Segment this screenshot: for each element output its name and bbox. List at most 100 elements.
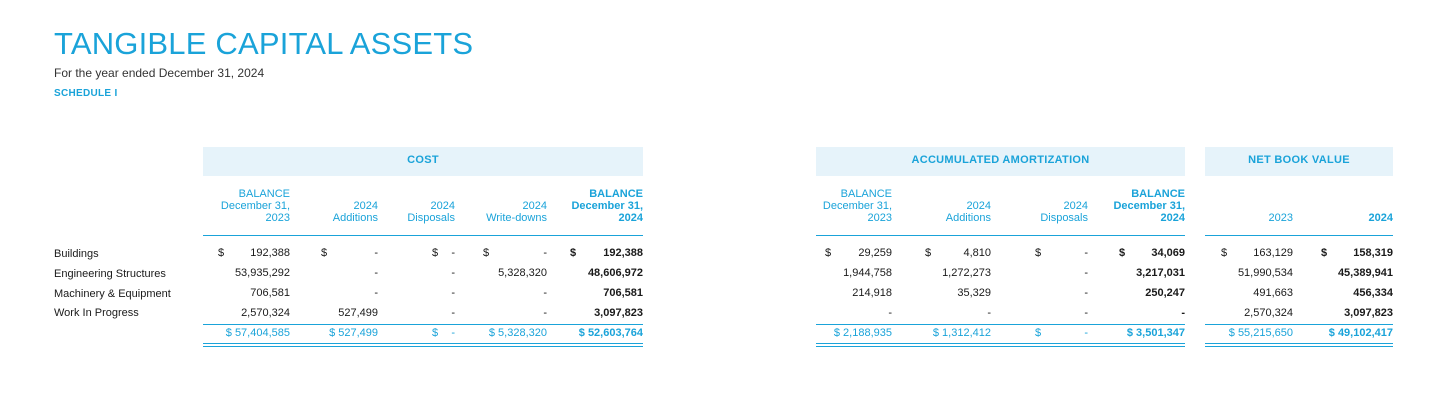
row-label-buildings: Buildings xyxy=(54,248,99,260)
nbv-header-rule xyxy=(1205,235,1393,236)
dollar-sign: $ xyxy=(1221,247,1228,259)
col-header-amort-additions: 2024 Additions xyxy=(945,200,991,224)
table-cell: 51,990,534 xyxy=(1237,267,1293,279)
table-cell: 192,388 xyxy=(603,247,643,259)
totals-double-rule xyxy=(1205,343,1393,344)
table-cell: - xyxy=(888,307,892,319)
dollar-sign: $ xyxy=(483,247,490,259)
cost-header-rule xyxy=(203,235,643,236)
table-cell: 1,272,273 xyxy=(942,267,991,279)
table-cell: 48,606,972 xyxy=(587,267,643,279)
table-cell: - xyxy=(451,287,455,299)
table-cell: 491,663 xyxy=(1253,287,1293,299)
col-header-amort-balance-2024: BALANCE December 31, 2024 xyxy=(1113,188,1185,224)
col-header-cost-balance-2024: BALANCE December 31, 2024 xyxy=(571,188,643,224)
table-cell: - xyxy=(543,287,547,299)
dollar-sign: $ xyxy=(1119,247,1126,259)
table-cell: - xyxy=(1181,307,1185,319)
row-label-work-in-progress: Work In Progress xyxy=(54,307,139,319)
table-cell: - xyxy=(987,307,991,319)
col-header-nbv-2023: 2023 xyxy=(1268,212,1293,224)
table-cell: 214,918 xyxy=(852,287,892,299)
net-book-value-group-header: NET BOOK VALUE xyxy=(1205,147,1393,176)
table-cell: - xyxy=(451,267,455,279)
totals-double-rule xyxy=(816,343,1185,344)
totals-top-rule xyxy=(816,324,1185,325)
col-header-nbv-2024: 2024 xyxy=(1368,212,1393,224)
table-cell: - xyxy=(374,267,378,279)
table-cell: 706,581 xyxy=(603,287,643,299)
table-cell: 3,097,823 xyxy=(594,307,643,319)
dollar-sign: $ xyxy=(218,247,225,259)
table-cell: 163,129 xyxy=(1253,247,1293,259)
table-cell: 527,499 xyxy=(338,307,378,319)
total-cell: $ 57,404,585 xyxy=(225,327,290,339)
table-cell: 2,570,324 xyxy=(1244,307,1293,319)
table-cell: 45,389,941 xyxy=(1337,267,1393,279)
total-cell: - xyxy=(451,327,455,339)
dollar-sign: $ xyxy=(570,247,577,259)
totals-double-rule xyxy=(816,346,1185,347)
schedule-label: SCHEDULE I xyxy=(54,88,118,99)
table-cell: 158,319 xyxy=(1353,247,1393,259)
net-book-value-group-label: NET BOOK VALUE xyxy=(1248,154,1350,166)
total-cell: $ 55,215,650 xyxy=(1228,327,1293,339)
totals-double-rule xyxy=(203,346,643,347)
table-cell: - xyxy=(374,287,378,299)
row-label-machinery-equipment: Machinery & Equipment xyxy=(54,288,171,300)
table-cell: 3,097,823 xyxy=(1344,307,1393,319)
total-cell: $ 52,603,764 xyxy=(578,327,643,339)
amort-header-rule xyxy=(816,235,1185,236)
col-header-amort-balance-2023: BALANCE December 31, 2023 xyxy=(822,188,892,224)
totals-top-rule xyxy=(1205,324,1393,325)
table-cell: 2,570,324 xyxy=(241,307,290,319)
table-cell: 706,581 xyxy=(250,287,290,299)
amortization-group-label: ACCUMULATED AMORTIZATION xyxy=(911,154,1090,166)
dollar-sign: $ xyxy=(432,247,439,259)
amortization-group-header: ACCUMULATED AMORTIZATION xyxy=(816,147,1185,176)
page-title: TANGIBLE CAPITAL ASSETS xyxy=(54,26,474,61)
total-cell: - xyxy=(1084,327,1088,339)
table-cell: - xyxy=(543,307,547,319)
dollar-sign: $ xyxy=(432,327,439,339)
table-cell: - xyxy=(543,247,547,259)
table-cell: 35,329 xyxy=(957,287,991,299)
table-cell: 4,810 xyxy=(963,247,991,259)
col-header-cost-balance-2023: BALANCE December 31, 2023 xyxy=(220,188,290,224)
total-cell: $ 1,312,412 xyxy=(932,327,991,339)
dollar-sign: $ xyxy=(321,247,328,259)
table-cell: - xyxy=(451,247,455,259)
table-cell: - xyxy=(1084,307,1088,319)
total-cell: $ 527,499 xyxy=(329,327,378,339)
table-cell: 3,217,031 xyxy=(1136,267,1185,279)
col-header-cost-write-downs: 2024 Write-downs xyxy=(486,200,547,224)
dollar-sign: $ xyxy=(1035,327,1042,339)
col-header-cost-additions: 2024 Additions xyxy=(332,200,378,224)
dollar-sign: $ xyxy=(825,247,832,259)
table-cell: - xyxy=(1084,287,1088,299)
table-cell: 456,334 xyxy=(1353,287,1393,299)
table-cell: 34,069 xyxy=(1151,247,1185,259)
dollar-sign: $ xyxy=(925,247,932,259)
table-cell: 1,944,758 xyxy=(843,267,892,279)
dollar-sign: $ xyxy=(1035,247,1042,259)
table-cell: - xyxy=(451,307,455,319)
dollar-sign: $ xyxy=(1321,247,1328,259)
col-header-cost-disposals: 2024 Disposals xyxy=(407,200,455,224)
table-cell: - xyxy=(1084,247,1088,259)
table-cell: - xyxy=(374,247,378,259)
totals-double-rule xyxy=(1205,346,1393,347)
table-cell: 5,328,320 xyxy=(498,267,547,279)
table-cell: - xyxy=(1084,267,1088,279)
table-cell: 53,935,292 xyxy=(234,267,290,279)
total-cell: $ 49,102,417 xyxy=(1328,327,1393,339)
totals-top-rule xyxy=(203,324,643,325)
page-subtitle: For the year ended December 31, 2024 xyxy=(54,66,265,80)
cost-group-label: COST xyxy=(407,154,439,166)
table-cell: 250,247 xyxy=(1145,287,1185,299)
total-cell: $ 5,328,320 xyxy=(488,327,547,339)
totals-double-rule xyxy=(203,343,643,344)
cost-group-header: COST xyxy=(203,147,643,176)
total-cell: $ 3,501,347 xyxy=(1126,327,1185,339)
total-cell: $ 2,188,935 xyxy=(833,327,892,339)
